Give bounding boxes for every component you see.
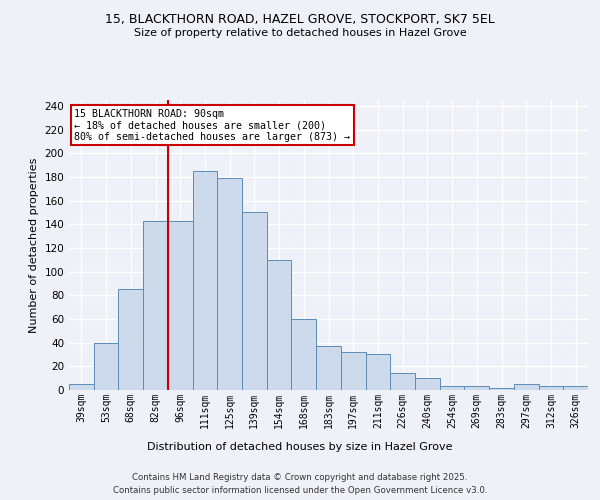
Text: Contains HM Land Registry data © Crown copyright and database right 2025.: Contains HM Land Registry data © Crown c… (132, 472, 468, 482)
Bar (69, 384, 94, 390)
Bar (365, 354, 390, 390)
Text: 15, BLACKTHORN ROAD, HAZEL GROVE, STOCKPORT, SK7 5EL: 15, BLACKTHORN ROAD, HAZEL GROVE, STOCKP… (105, 12, 495, 26)
Bar (217, 178, 242, 390)
Bar (440, 386, 464, 390)
Bar (292, 319, 316, 390)
Bar (563, 386, 588, 390)
Bar (94, 342, 118, 390)
Bar (168, 220, 193, 390)
Bar (341, 352, 365, 390)
Bar (539, 386, 563, 390)
Bar (415, 378, 440, 390)
Bar (464, 386, 489, 390)
Bar (193, 171, 217, 390)
Text: 15 BLACKTHORN ROAD: 90sqm
← 18% of detached houses are smaller (200)
80% of semi: 15 BLACKTHORN ROAD: 90sqm ← 18% of detac… (74, 108, 350, 142)
Bar (118, 290, 143, 390)
Bar (316, 346, 341, 390)
Bar (390, 374, 415, 390)
Bar (242, 212, 267, 390)
Y-axis label: Number of detached properties: Number of detached properties (29, 158, 39, 332)
Text: Size of property relative to detached houses in Hazel Grove: Size of property relative to detached ho… (134, 28, 466, 38)
Bar (514, 384, 539, 390)
Text: Distribution of detached houses by size in Hazel Grove: Distribution of detached houses by size … (147, 442, 453, 452)
Bar (489, 388, 514, 390)
Bar (267, 260, 292, 390)
Bar (143, 220, 168, 390)
Text: Contains public sector information licensed under the Open Government Licence v3: Contains public sector information licen… (113, 486, 487, 495)
